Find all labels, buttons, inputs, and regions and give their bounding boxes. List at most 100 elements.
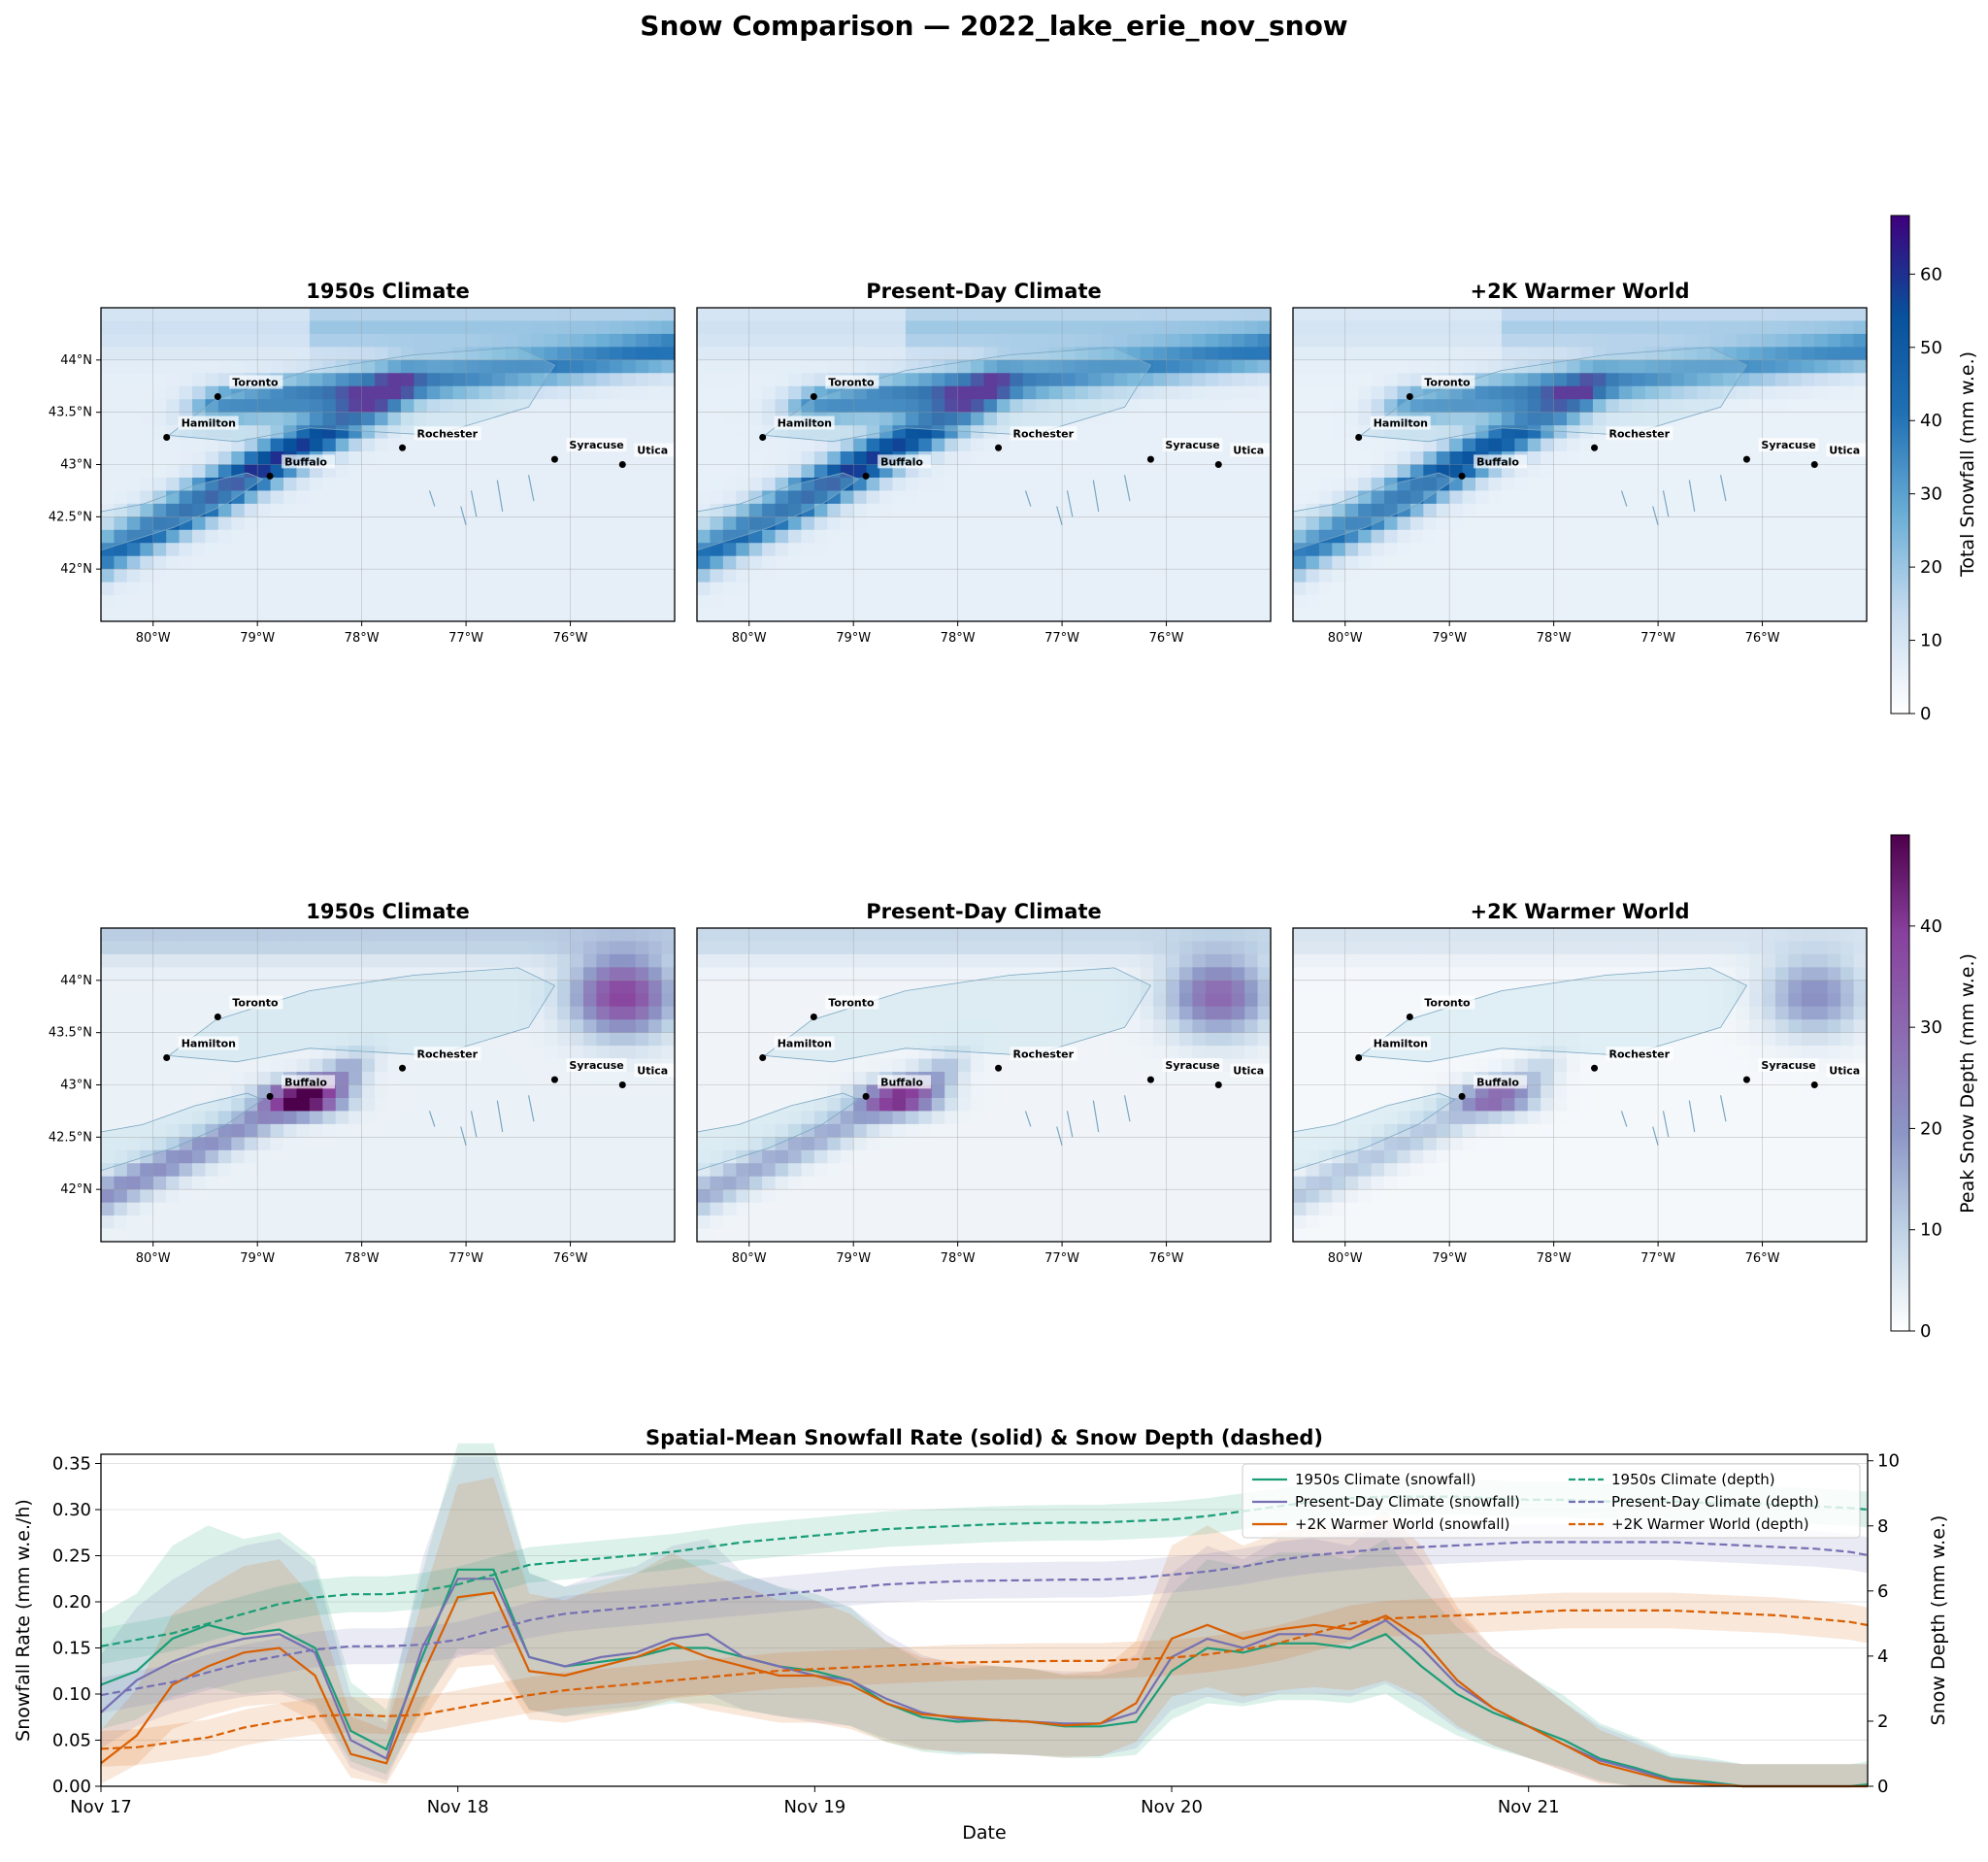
city-marker xyxy=(1742,1076,1750,1083)
city-marker xyxy=(862,472,870,480)
depth-tick-label: 30 xyxy=(1920,1017,1942,1038)
lon-tick-label: 79°W xyxy=(1432,631,1467,646)
city-marker xyxy=(1810,1081,1818,1088)
city-label: Rochester xyxy=(1609,1047,1671,1060)
city-marker xyxy=(550,1076,558,1083)
snowfall-map-1: Toronto Hamilton Buffalo Rochester Syracuse U… xyxy=(696,280,1272,646)
legend-entry: +2K Warmer World (snowfall) xyxy=(1295,1515,1510,1533)
city-label: Buffalo xyxy=(284,1076,327,1088)
lon-tick-label: 76°W xyxy=(553,1251,588,1266)
city-marker xyxy=(995,444,1003,451)
lon-tick-label: 79°W xyxy=(240,1251,275,1266)
lon-tick-label: 78°W xyxy=(941,1251,976,1266)
city-marker xyxy=(550,455,558,463)
city-marker xyxy=(1406,393,1413,401)
lat-tick-label: 42.5°N xyxy=(49,510,92,524)
city-marker xyxy=(862,1092,870,1100)
city-label: Utica xyxy=(1233,445,1264,457)
chart-y-label: Snowfall Rate (mm w.e./h) xyxy=(13,1499,34,1742)
city-marker xyxy=(214,1014,221,1021)
city-marker xyxy=(1810,461,1818,468)
city-label: Syracuse xyxy=(1761,1059,1815,1072)
city-label: Rochester xyxy=(417,1047,479,1060)
city-label: Toronto xyxy=(232,377,279,389)
y-tick-label: 0.05 xyxy=(52,1731,91,1751)
city-label: Buffalo xyxy=(1476,1076,1519,1088)
lon-tick-label: 78°W xyxy=(941,631,976,646)
chart-y-ticks-right: 0 2 4 6 8 10 xyxy=(1868,1451,1900,1797)
legend-entry: +2K Warmer World (depth) xyxy=(1611,1515,1809,1533)
city-marker xyxy=(1355,434,1363,442)
lon-tick-label: 78°W xyxy=(1537,1251,1572,1266)
city-marker xyxy=(214,393,221,401)
x-tick-label: Nov 20 xyxy=(1141,1797,1203,1817)
series-band xyxy=(101,1456,1868,1786)
city-label: Syracuse xyxy=(1165,439,1219,451)
chart-series-lines xyxy=(100,1495,1869,1788)
lon-tick-label: 79°W xyxy=(836,631,871,646)
city-marker xyxy=(1214,1081,1222,1088)
depth-map-2: Toronto Hamilton Buffalo Rochester Syracuse U… xyxy=(1292,900,1868,1266)
depth-tick-label: 20 xyxy=(1920,1118,1942,1139)
lon-tick-label: 76°W xyxy=(1149,631,1184,646)
city-label: Toronto xyxy=(232,997,279,1010)
lon-tick-label: 80°W xyxy=(732,631,767,646)
chart-x-ticks: Nov 17 Nov 18 Nov 19 Nov 20 Nov 21 xyxy=(70,1786,1560,1817)
snowfall-colorbar-ticks: 0 10 20 30 40 50 60 xyxy=(1909,264,1942,724)
series-line xyxy=(100,1541,1869,1697)
city-label: Hamilton xyxy=(778,417,832,430)
snowfall-map-row: Toronto Hamilton Buffalo Rochester Syracuse U… xyxy=(49,280,1868,646)
snowfall-map-2: Toronto Hamilton Buffalo Rochester Syracuse U… xyxy=(1292,280,1868,646)
city-label: Rochester xyxy=(1609,427,1671,440)
city-label: Toronto xyxy=(1424,377,1471,389)
city-label: Buffalo xyxy=(880,455,923,468)
chart-y-ticks: 0.00 0.05 0.10 0.15 0.20 0.25 0.30 0.35 xyxy=(52,1454,101,1797)
lon-tick-label: 80°W xyxy=(136,1251,171,1266)
city-marker xyxy=(759,1054,767,1062)
lon-tick-label: 77°W xyxy=(448,631,483,646)
y-right-tick-label: 10 xyxy=(1877,1451,1900,1472)
snowfall-tick-label: 60 xyxy=(1920,264,1942,284)
y-right-tick-label: 6 xyxy=(1877,1581,1888,1602)
city-label: Rochester xyxy=(1013,1047,1075,1060)
lon-tick-label: 77°W xyxy=(1640,1251,1675,1266)
chart-x-label: Date xyxy=(962,1822,1006,1844)
city-label: Hamilton xyxy=(1374,1038,1428,1050)
map-title: +2K Warmer World xyxy=(1471,280,1690,303)
lon-tick-label: 79°W xyxy=(1432,1251,1467,1266)
lon-tick-label: 80°W xyxy=(136,631,171,646)
snowfall-tick-label: 10 xyxy=(1920,631,1942,651)
city-marker xyxy=(1406,1014,1413,1021)
lat-tick-label: 44°N xyxy=(60,974,92,988)
lon-tick-label: 77°W xyxy=(1044,1251,1079,1266)
snowfall-tick-label: 40 xyxy=(1920,411,1942,431)
y-tick-label: 0.20 xyxy=(52,1592,91,1613)
chart-y-label-right: Snow Depth (mm w.e.) xyxy=(1928,1515,1949,1726)
legend-entry: 1950s Climate (depth) xyxy=(1611,1471,1775,1488)
series-band xyxy=(101,1477,1868,1786)
city-marker xyxy=(163,1054,171,1062)
timeseries-chart: Spatial-Mean Snowfall Rate (solid) & Sno… xyxy=(13,1426,1949,1844)
legend-entry: Present-Day Climate (snowfall) xyxy=(1295,1493,1520,1511)
y-right-tick-label: 2 xyxy=(1877,1712,1888,1732)
x-tick-label: Nov 17 xyxy=(70,1797,132,1817)
figure-suptitle: Snow Comparison — 2022_lake_erie_nov_sno… xyxy=(640,10,1347,42)
y-tick-label: 0.15 xyxy=(52,1639,91,1659)
depth-tick-label: 10 xyxy=(1920,1220,1942,1241)
city-marker xyxy=(1146,455,1154,463)
series-line xyxy=(100,1609,1869,1750)
lon-tick-label: 80°W xyxy=(1328,1251,1363,1266)
depth-tick-label: 0 xyxy=(1920,1321,1931,1342)
city-marker xyxy=(163,434,171,442)
city-marker xyxy=(1591,1064,1599,1072)
map-title: Present-Day Climate xyxy=(866,280,1102,303)
city-marker xyxy=(810,393,817,401)
city-label: Utica xyxy=(637,1065,668,1078)
lon-tick-label: 80°W xyxy=(732,1251,767,1266)
city-label: Hamilton xyxy=(182,417,236,430)
city-label: Utica xyxy=(1233,1065,1264,1078)
lon-tick-label: 77°W xyxy=(1640,631,1675,646)
legend-entry: 1950s Climate (snowfall) xyxy=(1295,1471,1476,1488)
y-right-tick-label: 8 xyxy=(1877,1516,1888,1537)
